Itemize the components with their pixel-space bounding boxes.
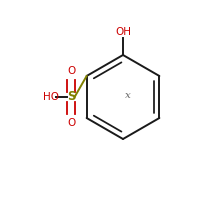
- Text: x: x: [125, 90, 131, 99]
- Text: O: O: [67, 66, 75, 76]
- Text: O: O: [67, 118, 75, 128]
- Text: OH: OH: [115, 27, 131, 37]
- Text: HO: HO: [43, 92, 59, 102]
- Text: S: S: [67, 90, 75, 104]
